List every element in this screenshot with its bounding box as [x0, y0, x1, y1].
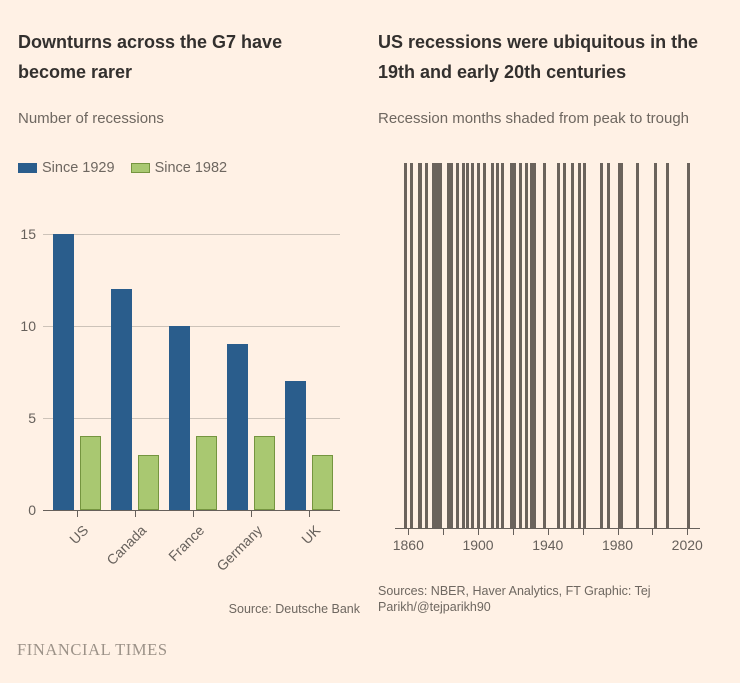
- recession-stripe: [543, 163, 547, 528]
- bar-since-1929-us: [53, 234, 74, 510]
- x-category-label: UK: [298, 522, 324, 548]
- x-tick: [193, 511, 194, 517]
- left-source-note: Source: Deutsche Bank: [228, 602, 360, 616]
- bar-since-1929-uk: [285, 381, 306, 510]
- recession-stripe: [432, 163, 442, 528]
- bar-since-1982-us: [80, 436, 101, 510]
- right-chart-subtitle: Recession months shaded from peak to tro…: [378, 110, 690, 127]
- recession-stripe: [518, 163, 522, 528]
- bar-since-1982-germany: [254, 436, 275, 510]
- recession-stripe: [403, 163, 407, 528]
- x-category-label: Germany: [213, 522, 266, 575]
- recession-stripe: [571, 163, 575, 528]
- recession-stripe: [417, 163, 423, 528]
- x-tick-label: 2020: [671, 537, 703, 553]
- x-tick: [617, 529, 619, 535]
- recession-stripe: [510, 163, 514, 528]
- x-tick: [582, 529, 584, 535]
- y-tick-label: 0: [28, 502, 36, 518]
- x-tick: [443, 529, 445, 535]
- bar-since-1929-canada: [111, 289, 132, 510]
- legend-label: Since 1929: [42, 160, 115, 176]
- recession-stripe: [470, 163, 474, 528]
- y-tick-label: 15: [20, 226, 36, 242]
- recession-stripe: [578, 163, 582, 528]
- recession-stripe: [482, 163, 486, 528]
- x-tick-label: 1980: [601, 537, 634, 553]
- gridline-y15: [43, 233, 340, 235]
- x-tick: [547, 529, 549, 535]
- recession-stripe: [666, 163, 670, 528]
- bar-since-1982-france: [196, 436, 217, 510]
- left-chart-subtitle: Number of recessions: [18, 110, 164, 127]
- bar-since-1929-germany: [227, 344, 248, 510]
- x-tick-label: 1860: [392, 537, 424, 553]
- gridline-y10: [43, 325, 340, 327]
- x-tick: [512, 529, 514, 535]
- recession-stripe: [455, 163, 459, 528]
- recession-stripe: [490, 163, 494, 528]
- recession-stripe: [599, 163, 603, 528]
- x-axis-line: [395, 528, 700, 529]
- legend-item: Since 1929: [18, 160, 115, 176]
- recession-stripe: [477, 163, 480, 528]
- legend: Since 1929 Since 1982: [18, 160, 227, 176]
- x-category-label: France: [165, 522, 208, 565]
- x-tick: [408, 529, 410, 535]
- recession-stripe: [617, 163, 621, 528]
- left-chart-title: Downturns across the G7 have become rare…: [18, 32, 283, 82]
- x-category-label: Canada: [103, 522, 150, 568]
- x-axis-baseline: [43, 509, 340, 511]
- x-tick: [135, 511, 136, 517]
- recession-stripe: [461, 163, 465, 528]
- x-tick-label: 1940: [532, 537, 564, 553]
- y-tick-label: 5: [28, 410, 36, 426]
- recession-stripe: [447, 163, 453, 528]
- recession-stripe: [524, 163, 528, 528]
- x-tick-label: 1900: [462, 537, 494, 553]
- right-source-note: Sources: NBER, Haver Analytics, FT Graph…: [378, 584, 651, 614]
- legend-swatch: [18, 163, 37, 173]
- x-category-label: US: [66, 522, 92, 548]
- recession-stripe: [583, 163, 587, 528]
- recession-stripe: [606, 163, 610, 528]
- x-tick: [77, 511, 78, 517]
- y-tick-label: 10: [20, 318, 36, 334]
- x-tick: [478, 529, 479, 535]
- recession-timeline-chart: 1860 1900 1940 1980 2020: [378, 163, 718, 563]
- recession-stripe: [654, 163, 658, 528]
- recession-stripe: [563, 163, 567, 528]
- x-tick: [687, 529, 689, 535]
- x-tick: [652, 529, 654, 535]
- x-tick: [251, 511, 252, 517]
- x-tick: [309, 511, 310, 517]
- gridline-y5: [43, 417, 340, 419]
- recession-stripe: [620, 163, 624, 528]
- recession-stripe: [635, 163, 639, 528]
- recession-stripe: [556, 163, 560, 528]
- right-chart-title: US recessions were ubiquitous in the 19t…: [378, 32, 699, 82]
- grouped-bar-chart: 0 5 10 15 US Canada France Germany UK: [18, 226, 360, 579]
- bar-since-1982-uk: [312, 454, 333, 510]
- bar-since-1929-france: [169, 326, 190, 510]
- recession-stripe: [465, 163, 469, 528]
- legend-swatch: [130, 163, 150, 173]
- recession-stripe: [687, 163, 691, 528]
- recession-stripe: [512, 163, 516, 528]
- bar-since-1982-canada: [138, 454, 159, 510]
- recession-stripe: [409, 163, 413, 528]
- recession-stripe: [495, 163, 499, 528]
- financial-times-wordmark: FINANCIAL TIMES: [17, 640, 168, 659]
- recession-stripe: [424, 163, 428, 528]
- legend-label: Since 1982: [154, 160, 228, 176]
- recession-stripe: [529, 163, 536, 528]
- legend-item: Since 1982: [130, 160, 228, 176]
- recession-stripe: [500, 163, 504, 528]
